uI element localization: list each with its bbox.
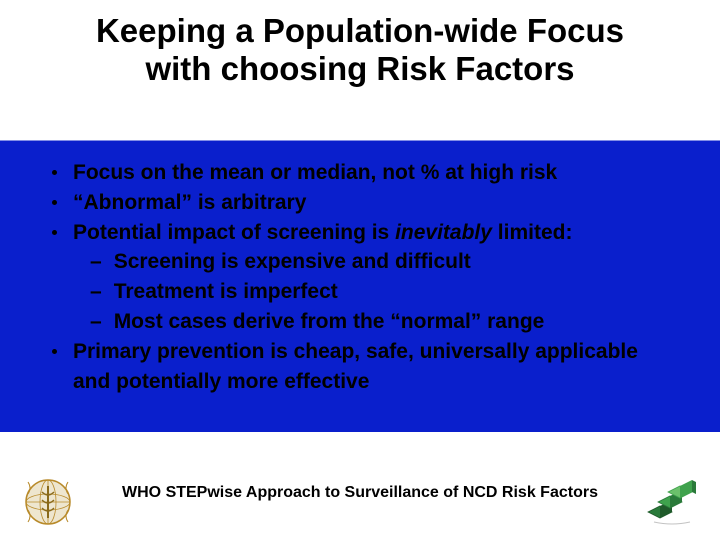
- dash-icon: –: [90, 277, 102, 307]
- bullet-icon: [52, 200, 57, 205]
- title-line-2: with choosing Risk Factors: [145, 50, 574, 87]
- bullet-icon: [52, 230, 57, 235]
- slide: Keeping a Population-wide Focus with cho…: [0, 0, 720, 540]
- list-item: Potential impact of screening is inevita…: [52, 218, 672, 248]
- list-item: Primary prevention is cheap, safe, unive…: [52, 337, 672, 397]
- steps-logo-icon: [644, 476, 700, 528]
- bullet-text-part: limited:: [492, 221, 573, 244]
- bullet-text: Screening is expensive and difficult: [114, 247, 672, 277]
- bullet-text: Potential impact of screening is inevita…: [73, 218, 672, 248]
- bullet-text-part: Potential impact of screening is: [73, 221, 395, 244]
- dash-icon: –: [90, 247, 102, 277]
- list-item: – Most cases derive from the “normal” ra…: [52, 307, 672, 337]
- slide-footer: WHO STEPwise Approach to Surveillance of…: [0, 432, 720, 540]
- bullet-text: “Abnormal” is arbitrary: [73, 188, 672, 218]
- title-line-1: Keeping a Population-wide Focus: [96, 12, 624, 49]
- bullet-text: Most cases derive from the “normal” rang…: [114, 307, 672, 337]
- footer-text: WHO STEPwise Approach to Surveillance of…: [0, 484, 720, 502]
- list-item: “Abnormal” is arbitrary: [52, 188, 672, 218]
- list-item: – Treatment is imperfect: [52, 277, 672, 307]
- bullet-text: Treatment is imperfect: [114, 277, 672, 307]
- slide-title: Keeping a Population-wide Focus with cho…: [0, 12, 720, 88]
- slide-body: Focus on the mean or median, not % at hi…: [52, 158, 672, 397]
- bullet-text: Primary prevention is cheap, safe, unive…: [73, 337, 672, 397]
- bullet-icon: [52, 170, 57, 175]
- bullet-text: Focus on the mean or median, not % at hi…: [73, 158, 672, 188]
- dash-icon: –: [90, 307, 102, 337]
- list-item: Focus on the mean or median, not % at hi…: [52, 158, 672, 188]
- bullet-text-italic: inevitably: [395, 221, 492, 244]
- list-item: – Screening is expensive and difficult: [52, 247, 672, 277]
- bullet-icon: [52, 349, 57, 354]
